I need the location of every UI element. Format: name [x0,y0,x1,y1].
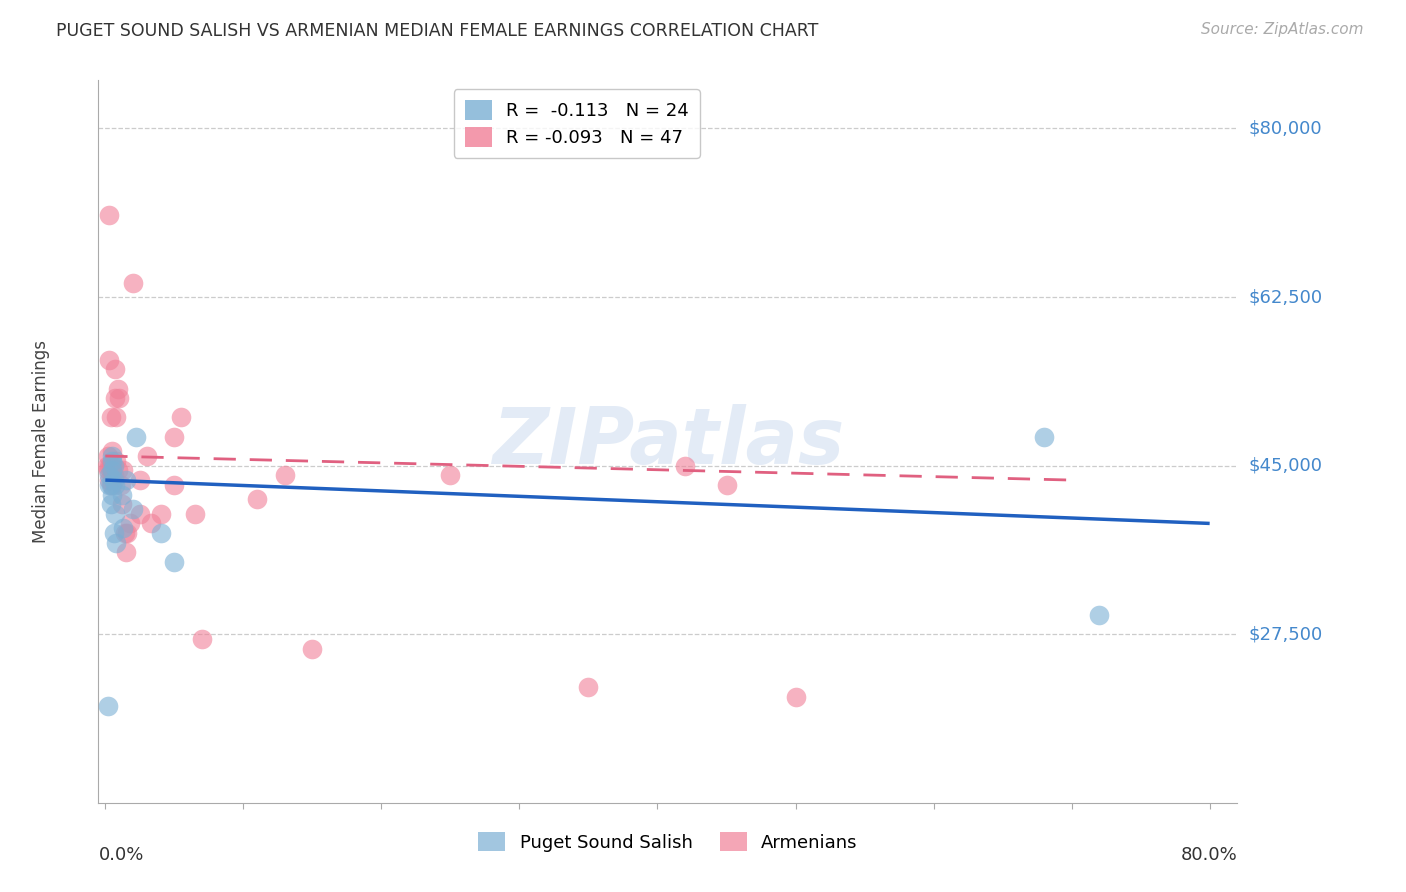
Point [170,410,193,425]
Point [246,492,269,507]
Point [100,497,122,511]
Point [120,516,142,531]
Point [128,473,150,487]
Point [111,497,134,511]
Point [122,276,145,290]
Point [439,468,461,483]
Point [97,449,120,463]
Point [112,463,135,477]
Point [115,473,138,487]
Point [98,352,121,367]
Point [98,208,121,222]
Point [128,507,150,521]
Text: $80,000: $80,000 [1249,120,1322,137]
Point [274,468,297,483]
Point [98,468,121,483]
Point [103,468,125,483]
Point [139,516,162,531]
Point [101,478,124,492]
Point [107,463,129,477]
Text: ZIPatlas: ZIPatlas [492,403,844,480]
Point [96,458,118,473]
Point [108,391,131,405]
Point [673,458,696,473]
Point [100,458,122,473]
Point [135,449,157,463]
Point [125,430,148,444]
Point [104,362,127,376]
Text: Median Female Earnings: Median Female Earnings [32,340,51,543]
Text: $45,000: $45,000 [1249,457,1323,475]
Point [100,410,122,425]
Point [101,458,124,473]
Point [716,478,738,492]
Point [100,478,122,492]
Point [101,468,124,483]
Point [301,641,323,656]
Point [101,444,124,458]
Point [112,521,135,535]
Point [110,478,132,492]
Point [104,391,127,405]
Point [122,502,145,516]
Point [163,430,186,444]
Point [184,507,207,521]
Point [163,555,186,569]
Point [785,690,807,704]
Legend: Puget Sound Salish, Armenians: Puget Sound Salish, Armenians [471,824,865,859]
Text: $27,500: $27,500 [1249,625,1323,643]
Point [101,463,124,477]
Point [103,473,125,487]
Point [117,526,139,541]
Point [103,526,125,541]
Point [98,478,121,492]
Point [98,458,121,473]
Point [114,526,136,541]
Point [1033,430,1056,444]
Point [191,632,214,646]
Point [1088,607,1111,622]
Point [101,449,124,463]
Point [101,454,124,468]
Point [149,526,172,541]
Point [105,410,128,425]
Text: PUGET SOUND SALISH VS ARMENIAN MEDIAN FEMALE EARNINGS CORRELATION CHART: PUGET SOUND SALISH VS ARMENIAN MEDIAN FE… [56,22,818,40]
Point [578,680,600,694]
Point [104,478,127,492]
Point [105,535,128,549]
Point [98,473,121,487]
Text: $62,500: $62,500 [1249,288,1323,306]
Point [149,507,172,521]
Point [104,507,127,521]
Point [103,458,125,473]
Point [115,545,138,559]
Point [97,463,120,477]
Point [97,699,120,714]
Point [105,454,128,468]
Text: 0.0%: 0.0% [98,847,143,864]
Point [101,487,124,501]
Text: Source: ZipAtlas.com: Source: ZipAtlas.com [1201,22,1364,37]
Text: 80.0%: 80.0% [1181,847,1237,864]
Point [107,382,129,396]
Point [163,478,186,492]
Point [111,487,134,501]
